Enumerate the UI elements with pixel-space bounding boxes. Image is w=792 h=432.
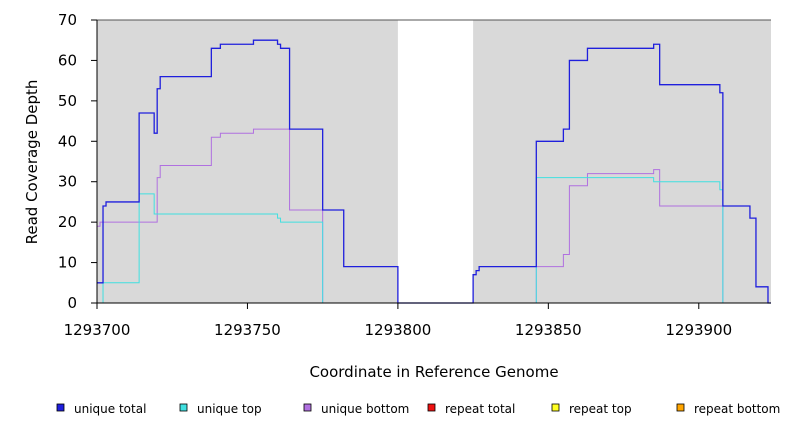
legend-item-unique-top: unique top (179, 402, 262, 416)
y-axis-title: Read Coverage Depth (23, 80, 41, 245)
legend-swatch (551, 403, 560, 412)
legend-label: unique bottom (321, 402, 409, 416)
y-tick-label: 20 (58, 213, 77, 231)
legend-item-repeat-total: repeat total (427, 402, 515, 416)
legend-label: repeat top (569, 402, 632, 416)
legend-label: unique total (74, 402, 146, 416)
legend-label: repeat total (445, 402, 515, 416)
y-tick-label: 10 (58, 254, 77, 272)
x-tick-label: 1293850 (515, 321, 582, 339)
legend-swatch (179, 403, 188, 412)
y-tick-label: 30 (58, 173, 77, 191)
axes: 0 10 20 30 40 50 60 70 1293700 1293750 1293800 1293… (58, 11, 771, 339)
legend-swatch (427, 403, 436, 412)
legend-item-unique-total: unique total (56, 402, 146, 416)
legend: unique total unique top unique bottom repea… (56, 402, 780, 416)
legend-item-unique-bottom: unique bottom (303, 402, 409, 416)
x-tick-label: 1293750 (214, 321, 281, 339)
y-tick-label: 0 (67, 294, 77, 312)
series-line-unique-total (97, 39, 771, 304)
legend-label: repeat bottom (694, 402, 780, 416)
y-tick-label: 60 (58, 51, 77, 69)
x-tick-label: 1293800 (364, 321, 431, 339)
legend-item-repeat-bottom: repeat bottom (676, 402, 780, 416)
x-tick-label: 1293700 (64, 321, 131, 339)
shaded-region-1 (97, 20, 398, 303)
legend-swatch (676, 403, 685, 412)
legend-swatch (303, 403, 312, 412)
y-tick-label: 70 (58, 11, 77, 29)
legend-swatch (56, 403, 65, 412)
x-axis-title: Coordinate in Reference Genome (309, 363, 558, 381)
y-tick-label: 50 (58, 92, 77, 110)
legend-item-repeat-top: repeat top (551, 402, 632, 416)
series-line-unique-top (97, 177, 771, 304)
legend-label: unique top (197, 402, 262, 416)
shaded-region-2 (473, 20, 771, 303)
background-regions (97, 20, 771, 303)
y-tick-label: 40 (58, 132, 77, 150)
x-tick-label: 1293900 (665, 321, 732, 339)
